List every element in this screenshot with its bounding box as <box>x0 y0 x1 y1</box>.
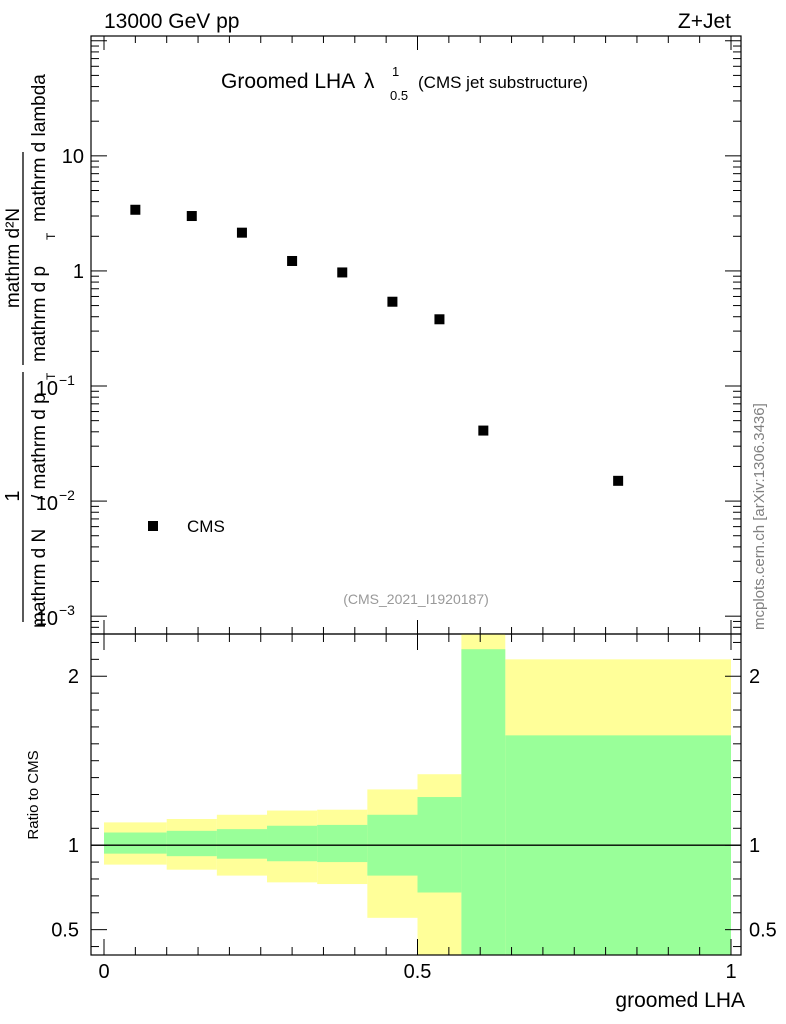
ratio-tick-labels: 0.5 0.5 1 1 2 2 0 0.5 1 <box>51 666 777 983</box>
ratio-y-tick-label: 2 <box>68 666 79 688</box>
ratio-y-tick-label: 1 <box>68 835 79 857</box>
process-label: Z+Jet <box>678 10 731 33</box>
legend-label-cms: CMS <box>187 517 225 536</box>
plot-title-main: Groomed LHA <box>221 70 355 93</box>
data-point <box>434 314 445 325</box>
ylabel-derivative-tail: mathrm d lambda <box>29 74 50 222</box>
legend-marker-cms <box>148 521 158 531</box>
ylabel-sub-t-1: T <box>44 372 58 380</box>
plot-title: Groomed LHA λ <box>221 70 375 93</box>
data-point <box>287 255 298 266</box>
data-point <box>478 425 489 436</box>
data-point <box>236 227 247 238</box>
band-stat <box>267 825 318 862</box>
data-point <box>387 296 398 307</box>
x-axis-label: groomed LHA <box>615 989 745 1012</box>
ylabel-sub-t-2: T <box>44 232 58 240</box>
ratio-y-tick-label-right: 2 <box>749 666 760 688</box>
ratio-y-axis-label: Ratio to CMS <box>25 750 42 839</box>
x-tick-label: 1 <box>725 961 736 983</box>
y-tick-label-base: 10 <box>36 493 58 515</box>
ylabel-denominator-left: mathrm d N <box>29 529 50 628</box>
ratio-y-tick-label-right: 1 <box>749 835 760 857</box>
band-stat <box>317 824 368 863</box>
data-point <box>613 475 624 486</box>
ratio-panel: 0.5 0.5 1 1 2 2 0 0.5 1 Ratio to CMS groomed LHA <box>25 633 777 1012</box>
lambda-superscript: 1 <box>392 64 399 79</box>
data-point <box>337 267 348 278</box>
band-stat <box>166 830 217 857</box>
main-axes <box>90 35 742 635</box>
y-tick-label-exponent: −3 <box>59 602 75 618</box>
y-tick-label-base: 10 <box>36 378 58 400</box>
y-tick-label: 10 <box>62 146 84 168</box>
lambda-symbol: λ <box>364 70 375 93</box>
data-points <box>130 204 624 486</box>
ratio-bands <box>104 634 731 955</box>
ylabel-derivative-numerator: mathrm d²N <box>3 208 24 308</box>
plot-title-note: (CMS jet substructure) <box>418 73 588 92</box>
x-tick-label: 0 <box>98 961 109 983</box>
ylabel-one: 1 <box>2 490 24 501</box>
y-tick-label-exponent: −1 <box>59 372 75 388</box>
y-tick-label: 1 <box>73 261 84 283</box>
x-tick-label: 0.5 <box>404 961 432 983</box>
watermark: mcplots.cern.ch [arXiv:1306.3436] <box>751 403 768 630</box>
ylabel-derivative-denominator: mathrm d p <box>29 266 50 362</box>
lambda-subscript: 0.5 <box>390 88 408 103</box>
main-frame <box>90 35 742 635</box>
data-point <box>186 211 197 222</box>
main-y-axis-label: 1 mathrm d N / mathrm d p mathrm d²N mat… <box>2 74 58 628</box>
ratio-axes <box>90 633 742 956</box>
ylabel-denominator-right: / mathrm d p <box>29 393 50 500</box>
band-stat <box>461 649 506 955</box>
ratio-y-tick-label: 0.5 <box>51 920 79 942</box>
data-point <box>130 204 141 215</box>
y-tick-label-exponent: −2 <box>59 487 75 503</box>
energy-label: 13000 GeV pp <box>104 10 239 33</box>
analysis-id: (CMS_2021_I1920187) <box>343 591 489 607</box>
band-stat <box>104 832 167 854</box>
band-stat <box>216 829 268 859</box>
ratio-y-tick-label-right: 0.5 <box>749 920 777 942</box>
y-tick-label-base: 10 <box>36 608 58 630</box>
